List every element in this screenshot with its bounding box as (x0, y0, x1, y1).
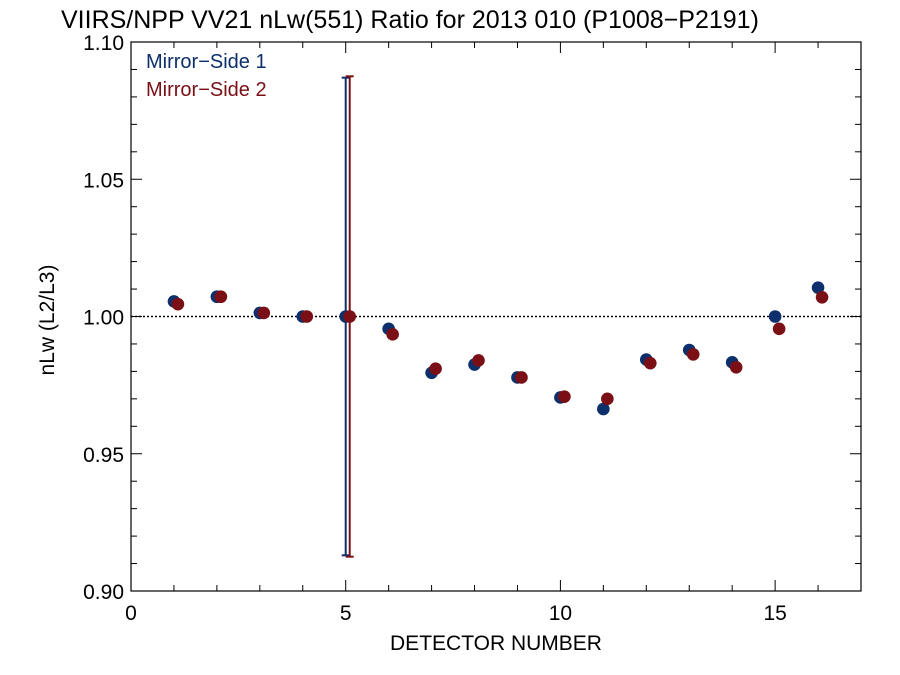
point-series-2 (515, 371, 528, 384)
point-series-2 (558, 390, 571, 403)
y-tick-label: 1.10 (83, 32, 124, 55)
point-series-2 (343, 310, 357, 323)
x-tick-label: 10 (549, 602, 572, 625)
chart-title: VIIRS/NPP VV21 nLw(551) Ratio for 2013 0… (61, 6, 759, 34)
point-series-2 (472, 354, 485, 367)
point-series-2 (686, 348, 700, 361)
point-series-2 (772, 322, 786, 336)
point-series-1 (768, 310, 782, 323)
data-points (167, 281, 829, 416)
point-series-2 (171, 297, 185, 311)
point-series-2 (815, 290, 829, 304)
tick-labels: 0 5 10 15 0.90 0.95 1.00 1.05 1.10 (83, 32, 787, 625)
point-series-2 (429, 362, 442, 375)
y-tick-label: 0.95 (83, 444, 124, 467)
x-tick-label: 0 (125, 602, 137, 625)
point-series-1 (597, 402, 610, 416)
point-series-2 (643, 356, 657, 370)
point-series-1 (811, 281, 825, 294)
legend-entry-mirror-side-1: Mirror−Side 1 (146, 51, 267, 73)
plot-frame (130, 41, 862, 592)
point-series-2 (300, 310, 314, 323)
point-series-2 (729, 360, 743, 374)
y-axis-label: nLw (L2/L3) (36, 265, 59, 376)
x-tick-label: 5 (340, 602, 352, 625)
point-series-2 (257, 306, 271, 320)
legend-entry-mirror-side-2: Mirror−Side 2 (146, 79, 267, 101)
point-series-2 (601, 392, 614, 406)
y-tick-label: 1.05 (83, 169, 124, 192)
y-tick-label: 1.00 (83, 307, 124, 330)
point-series-2 (386, 328, 399, 341)
point-series-2 (214, 290, 228, 304)
x-axis-label: DETECTOR NUMBER (390, 632, 602, 655)
x-tick-label: 15 (763, 602, 786, 625)
y-tick-label: 0.90 (83, 581, 124, 604)
